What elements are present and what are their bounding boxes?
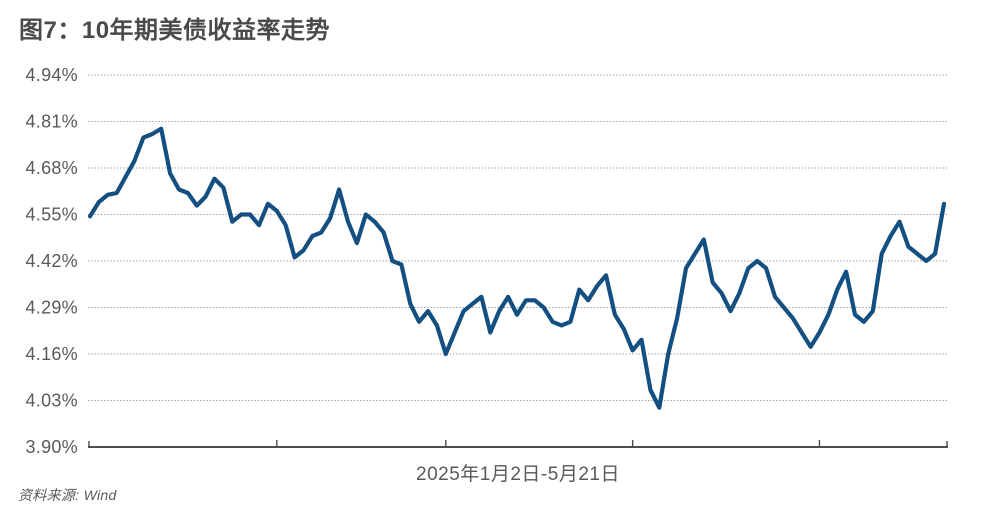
y-axis-tick-label: 4.16% <box>25 344 78 364</box>
y-axis-tick-label: 4.03% <box>25 391 78 411</box>
y-axis-tick-label: 4.42% <box>25 251 78 271</box>
y-axis-tick-label: 4.68% <box>25 158 78 178</box>
y-axis-tick-label: 4.29% <box>25 298 78 318</box>
yield-line <box>87 126 947 410</box>
data-source-note: 资料来源: Wind <box>18 487 117 503</box>
y-axis-tick-label: 4.81% <box>25 112 78 132</box>
y-axis-tick-label: 4.94% <box>25 65 78 85</box>
x-axis-range-label: 2025年1月2日-5月21日 <box>416 464 620 485</box>
y-axis-tick-label: 4.55% <box>25 205 78 225</box>
figure-title: 图7：10年期美债收益率走势 <box>19 17 331 44</box>
y-axis-tick-label: 3.90% <box>25 437 78 457</box>
